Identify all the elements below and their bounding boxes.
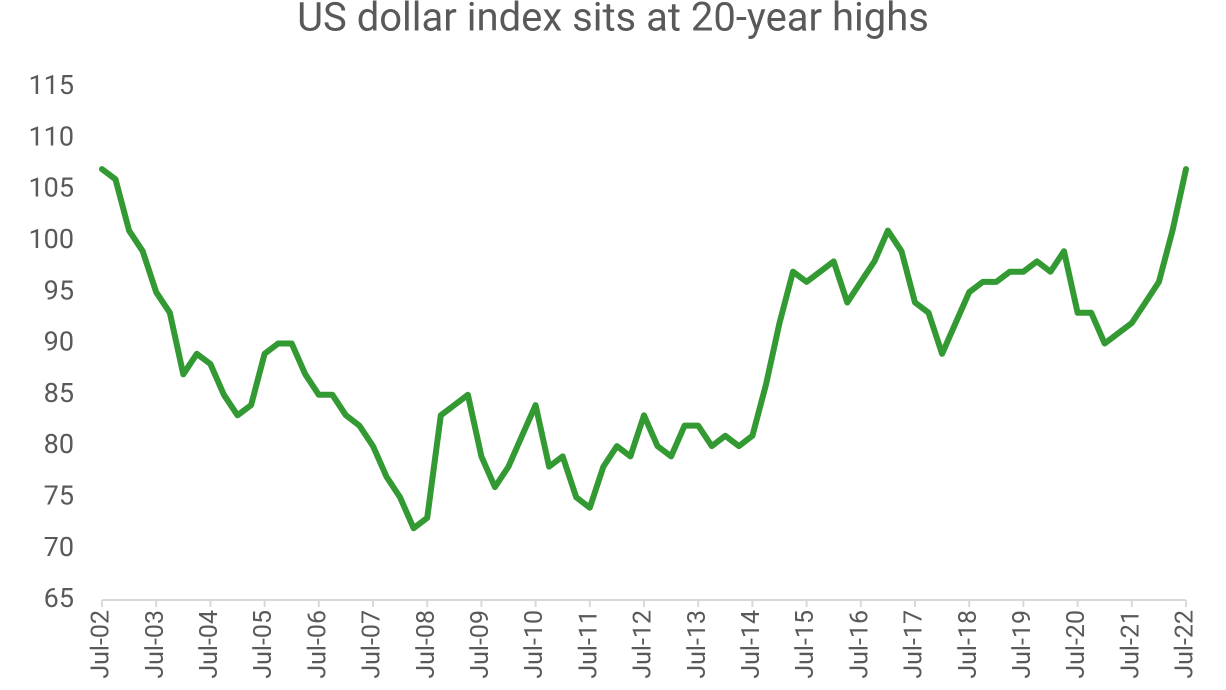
y-tick-label: 95 — [44, 274, 74, 306]
x-tick-label: Jul-14 — [737, 610, 766, 679]
y-tick-label: 110 — [28, 120, 74, 152]
line-series — [99, 166, 1189, 532]
x-tick-label: Jul-13 — [683, 610, 712, 679]
chart-title: US dollar index sits at 20-year highs — [297, 0, 929, 41]
x-tick-label: Jul-04 — [195, 610, 224, 679]
y-tick-label: 70 — [44, 531, 74, 563]
x-tick-label: Jul-08 — [412, 610, 441, 679]
y-tick-label: 100 — [28, 223, 74, 255]
x-tick-label: Jul-20 — [1062, 610, 1091, 679]
x-tick-label: Jul-11 — [574, 610, 603, 679]
y-tick-label: 65 — [44, 582, 74, 614]
x-tick-label: Jul-16 — [845, 610, 874, 679]
x-tick-label: Jul-09 — [466, 610, 495, 679]
x-tick-label: Jul-19 — [1008, 610, 1037, 679]
y-tick-label: 105 — [28, 172, 74, 204]
x-tick-label: Jul-18 — [954, 610, 983, 679]
y-tick-label: 115 — [28, 69, 74, 101]
y-tick-label: 75 — [44, 480, 74, 512]
x-tick-label: Jul-22 — [1171, 610, 1200, 679]
y-tick-label: 85 — [44, 377, 74, 409]
x-tick-label: Jul-17 — [900, 610, 929, 679]
y-tick-label: 80 — [44, 428, 74, 460]
x-tick-label: Jul-05 — [249, 610, 278, 679]
x-tick-label: Jul-21 — [1116, 610, 1145, 679]
x-tick-label: Jul-07 — [358, 610, 387, 679]
x-tick-label: Jul-10 — [520, 610, 549, 679]
x-tick-label: Jul-12 — [629, 610, 658, 679]
x-tick-label: Jul-02 — [87, 610, 116, 679]
x-tick-label: Jul-03 — [141, 610, 170, 679]
y-tick-label: 90 — [44, 326, 74, 358]
x-tick-label: Jul-15 — [791, 610, 820, 679]
x-tick-label: Jul-06 — [303, 610, 332, 679]
